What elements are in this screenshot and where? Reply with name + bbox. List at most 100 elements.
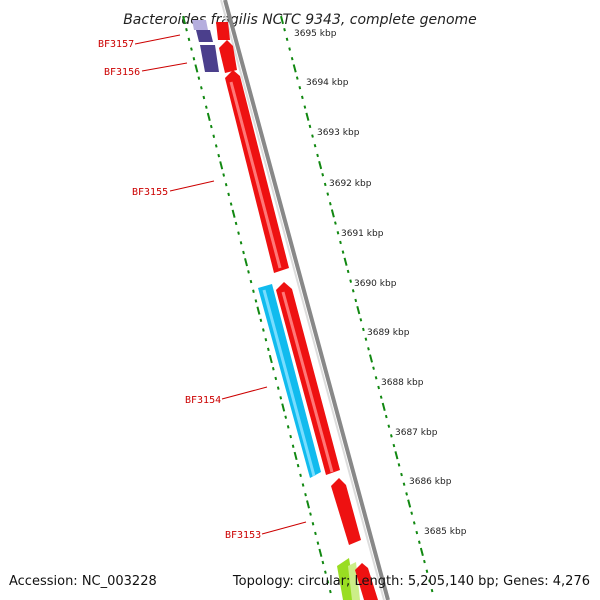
inner-tick bbox=[182, 15, 186, 25]
outer-tick bbox=[318, 160, 323, 170]
outer-tick bbox=[300, 95, 304, 100]
inner-tick bbox=[301, 483, 305, 487]
inner-tick bbox=[224, 182, 228, 187]
outer-tick bbox=[367, 347, 370, 351]
outer-tick bbox=[303, 105, 307, 109]
inner-tick bbox=[314, 531, 317, 536]
inner-tick bbox=[202, 95, 206, 100]
kbp-label-3688: 3688 kbp bbox=[381, 378, 424, 388]
inner-tick bbox=[204, 105, 208, 109]
outer-tick bbox=[384, 414, 388, 419]
inner-tick bbox=[237, 231, 240, 235]
outer-tick bbox=[412, 521, 416, 525]
outer-tick bbox=[397, 463, 401, 467]
outer-tick bbox=[311, 134, 314, 138]
gene-bf3154-shine bbox=[262, 289, 316, 477]
inner-tick bbox=[239, 241, 243, 245]
inner-tick bbox=[256, 306, 261, 315]
inner-tick bbox=[244, 258, 248, 267]
outer-tick bbox=[354, 298, 358, 303]
outer-tick bbox=[377, 385, 380, 390]
outer-tick bbox=[387, 424, 391, 428]
outer-tick bbox=[394, 451, 399, 460]
outer-tick bbox=[330, 209, 335, 218]
leader-bf3155 bbox=[169, 180, 215, 192]
outer-tick bbox=[323, 182, 327, 187]
outer-tick bbox=[428, 579, 431, 583]
kbp-label-3693: 3693 kbp bbox=[317, 128, 360, 138]
leader-bf3154 bbox=[221, 386, 268, 400]
inner-tick-track bbox=[182, 15, 332, 594]
map-title: Bacteroides fragilis NCTC 9343, complete… bbox=[123, 12, 477, 28]
outer-tick bbox=[321, 173, 325, 177]
genome-backbone bbox=[223, 0, 390, 600]
gene-bf3154-forward-shine bbox=[281, 291, 334, 473]
outer-tick bbox=[283, 27, 286, 32]
gene-bf3157-end bbox=[192, 20, 208, 30]
inner-tick bbox=[185, 27, 188, 32]
outer-tick bbox=[341, 250, 345, 254]
inner-tick bbox=[206, 112, 211, 121]
outer-tick bbox=[280, 15, 284, 25]
outer-tick bbox=[305, 112, 310, 121]
outer-tick bbox=[362, 327, 365, 332]
leader-bf3156 bbox=[141, 62, 188, 72]
inner-tick bbox=[219, 161, 224, 170]
inner-tick bbox=[231, 209, 236, 218]
outer-tick bbox=[402, 482, 406, 486]
inner-tick bbox=[222, 173, 226, 177]
inner-tick bbox=[324, 570, 327, 574]
outer-tick bbox=[405, 492, 408, 496]
outer-tick bbox=[400, 472, 403, 477]
outer-tick bbox=[392, 443, 396, 448]
outer-tick bbox=[359, 318, 363, 322]
label-bf3156: BF3156 bbox=[104, 67, 140, 78]
inner-tick bbox=[326, 580, 330, 584]
outer-tick bbox=[415, 530, 419, 535]
inner-tick bbox=[209, 124, 213, 129]
gene-bf3156[interactable] bbox=[200, 45, 219, 72]
accession-text: Accession: NC_003228 bbox=[9, 574, 157, 589]
outer-tick-track bbox=[280, 15, 434, 593]
outer-tick bbox=[372, 366, 375, 370]
kbp-label-3691: 3691 kbp bbox=[341, 229, 384, 239]
inner-tick bbox=[309, 512, 312, 516]
gene-bf3156-forward[interactable] bbox=[219, 40, 237, 73]
label-bf3157: BF3157 bbox=[98, 39, 134, 50]
kbp-label-3695: 3695 kbp bbox=[294, 29, 337, 39]
outer-tick bbox=[295, 76, 299, 80]
outer-tick bbox=[328, 202, 332, 206]
kbp-label-3694: 3694 kbp bbox=[306, 78, 349, 88]
outer-tick bbox=[336, 231, 340, 235]
inner-tick bbox=[197, 76, 201, 80]
gene-bf3157-forward[interactable] bbox=[216, 22, 230, 40]
inner-tick bbox=[304, 492, 307, 497]
inner-tick bbox=[293, 451, 298, 461]
outer-tick bbox=[316, 153, 319, 158]
gene-next-red[interactable] bbox=[355, 563, 378, 600]
outer-tick bbox=[417, 540, 421, 544]
outer-tick bbox=[425, 569, 429, 573]
inner-tick bbox=[262, 328, 265, 332]
inner-tick bbox=[299, 473, 302, 478]
inner-tick bbox=[271, 367, 275, 371]
inner-tick bbox=[266, 347, 270, 352]
outer-tick bbox=[343, 257, 348, 266]
label-bf3155: BF3155 bbox=[132, 187, 168, 198]
outer-tick bbox=[349, 279, 353, 283]
inner-tick bbox=[289, 434, 293, 439]
outer-tick bbox=[292, 64, 297, 73]
outer-tick bbox=[381, 402, 386, 411]
kbp-label-3687: 3687 kbp bbox=[395, 428, 438, 438]
inner-tick bbox=[268, 354, 273, 364]
outer-tick bbox=[369, 354, 373, 363]
gene-bf3153[interactable] bbox=[331, 478, 361, 545]
gene-bf3157[interactable] bbox=[196, 30, 213, 42]
outer-tick bbox=[390, 434, 393, 438]
inner-tick bbox=[200, 86, 203, 90]
inner-tick bbox=[192, 57, 196, 61]
inner-tick bbox=[227, 192, 230, 197]
outer-tick bbox=[298, 85, 302, 90]
outer-tick bbox=[430, 588, 434, 593]
